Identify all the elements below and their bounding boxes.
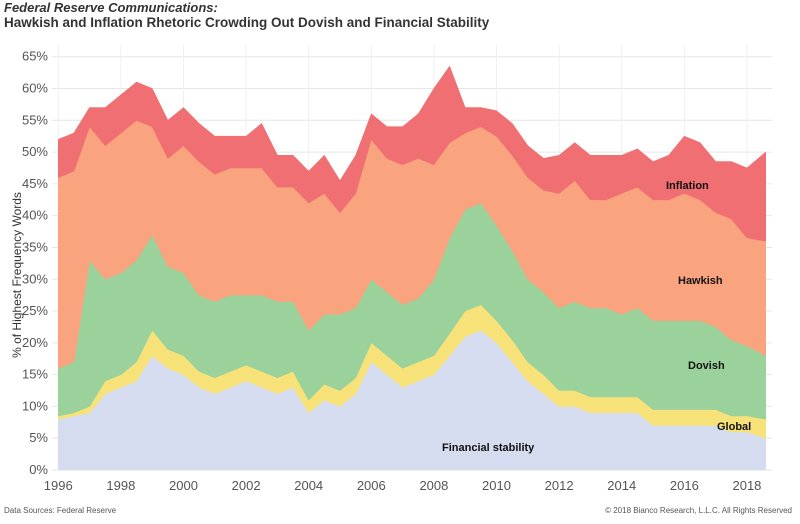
y-tick-label: 30%	[22, 271, 48, 286]
series-label-inflation: Inflation	[666, 180, 709, 192]
area-inflation	[58, 65, 766, 242]
y-tick-label: 10%	[22, 398, 48, 413]
series-label-hawkish: Hawkish	[678, 275, 723, 287]
area-series	[58, 65, 766, 471]
y-tick-label: 50%	[22, 144, 48, 159]
x-tick-label: 1996	[44, 478, 73, 493]
y-tick-label: 35%	[22, 239, 48, 254]
y-tick-label: 55%	[22, 112, 48, 127]
x-tick-label: 2008	[419, 478, 448, 493]
chart-title: Federal Reserve Communications:	[4, 0, 218, 15]
y-tick-label: 15%	[22, 367, 48, 382]
x-tick-label: 2002	[232, 478, 261, 493]
y-tick-label: 20%	[22, 335, 48, 350]
x-tick-label: 2016	[670, 478, 699, 493]
copyright-note: © 2018 Bianco Research, L.L.C. All Right…	[605, 506, 792, 515]
x-tick-label: 2006	[357, 478, 386, 493]
y-tick-label: 60%	[22, 81, 48, 96]
x-axis-ticks: 1996 1998 2000 2002 2004 2006 2008 2010 2012 2014…	[44, 478, 762, 493]
y-tick-label: 40%	[22, 208, 48, 223]
series-label-global: Global	[717, 421, 751, 433]
y-tick-label: 5%	[29, 430, 48, 445]
data-source-note: Data Sources: Federal Reserve	[4, 506, 117, 515]
series-label-financial-stability: Financial stability	[442, 442, 535, 454]
y-axis-ticks: 0% 5% 10% 15% 20% 25% 30% 35% 40% 45% 50% 55% 60% 65%	[22, 49, 48, 477]
x-tick-label: 2000	[169, 478, 198, 493]
y-tick-label: 25%	[22, 303, 48, 318]
y-tick-label: 65%	[22, 49, 48, 64]
y-tick-label: 0%	[29, 462, 48, 477]
x-tick-label: 1998	[106, 478, 135, 493]
y-tick-label: 45%	[22, 176, 48, 191]
x-tick-label: 2010	[482, 478, 511, 493]
series-label-dovish: Dovish	[688, 360, 725, 372]
x-tick-label: 2018	[732, 478, 761, 493]
chart-subtitle: Hawkish and Inflation Rhetoric Crowding …	[4, 15, 490, 30]
x-tick-label: 2012	[545, 478, 574, 493]
y-axis-label: % of Highest Frequency Words	[10, 192, 24, 358]
x-tick-label: 2004	[294, 478, 323, 493]
x-tick-label: 2014	[607, 478, 636, 493]
